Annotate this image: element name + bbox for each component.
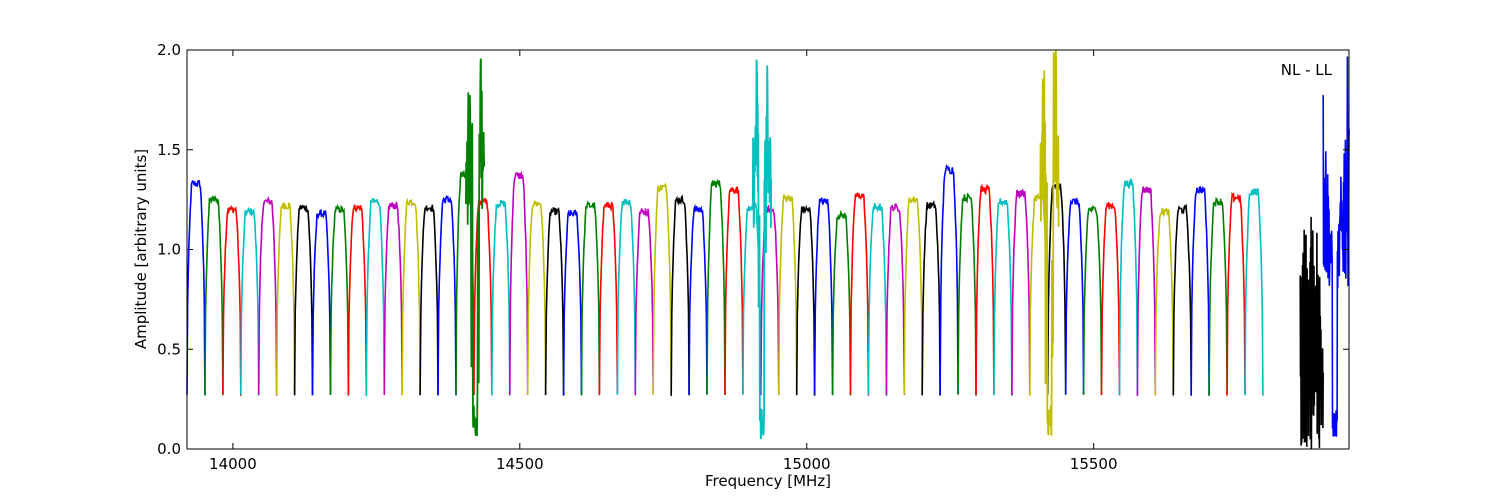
subband-line-19	[509, 170, 529, 395]
y-tick-label: 0.5	[157, 340, 181, 358]
subband-line-1	[186, 179, 206, 396]
subband-line-41	[903, 196, 923, 395]
subband-line-29	[688, 203, 708, 395]
subband-line-15	[437, 194, 457, 396]
subband-line-2	[204, 194, 224, 396]
subband-line-7	[293, 204, 314, 396]
subband-line-22	[562, 209, 583, 396]
subband-line-56	[1172, 203, 1192, 396]
subband-line-31	[724, 186, 744, 396]
subband-line-53	[1118, 177, 1139, 396]
x-tick-label: 14500	[496, 455, 544, 473]
rfi-feature-2	[751, 59, 773, 440]
subband-line-23	[580, 200, 601, 396]
subband-line-9	[329, 203, 350, 396]
subband-line-45	[975, 183, 995, 396]
x-axis: 14000 14500 15000 15500	[209, 50, 1118, 473]
subband-line-60	[1244, 188, 1264, 396]
subband-line-12	[383, 201, 403, 396]
subband-line-52	[1100, 201, 1121, 396]
annotation-label: NL - LL	[1281, 61, 1333, 79]
subband-line-5	[257, 196, 278, 396]
subband-line-3	[222, 204, 242, 396]
y-tick-label: 1.0	[157, 241, 181, 259]
edge-feature-1	[1299, 216, 1324, 449]
subband-line-50	[1064, 197, 1085, 395]
subband-line-43	[939, 164, 959, 396]
subband-line-46	[993, 198, 1013, 396]
x-axis-label: Frequency [MHz]	[705, 472, 831, 490]
subband-line-57	[1190, 185, 1210, 396]
x-tick-label: 15500	[1070, 455, 1118, 473]
subband-line-47	[1011, 187, 1031, 396]
subband-line-39	[867, 201, 888, 396]
subband-line-51	[1082, 204, 1103, 395]
subband-line-35	[795, 204, 816, 396]
y-axis: 0.0 0.5 1.0 1.5 2.0	[157, 41, 1349, 458]
y-tick-label: 1.5	[157, 141, 181, 159]
subband-line-36	[813, 196, 834, 396]
subband-line-24	[598, 201, 619, 396]
subband-line-28	[670, 194, 690, 396]
subband-line-55	[1154, 207, 1175, 396]
subband-line-14	[419, 204, 439, 396]
subband-line-30	[706, 178, 726, 395]
subband-line-59	[1226, 191, 1246, 396]
subband-line-27	[652, 182, 672, 395]
subband-line-38	[849, 192, 870, 396]
subband-line-44	[957, 192, 977, 396]
subband-line-37	[831, 209, 852, 396]
subband-line-11	[365, 197, 386, 396]
rfi-feature-1	[465, 58, 486, 437]
y-tick-label: 0.0	[157, 440, 181, 458]
subband-line-42	[921, 200, 941, 396]
x-tick-label: 14000	[209, 455, 257, 473]
y-axis-label: Amplitude [arbitrary units]	[132, 149, 150, 349]
subband-line-54	[1136, 186, 1157, 396]
series-group	[186, 50, 1350, 449]
subband-line-20	[526, 200, 547, 395]
rfi-feature-3	[1039, 50, 1060, 436]
subband-line-26	[634, 208, 654, 396]
subband-line-10	[347, 204, 368, 396]
subband-line-21	[544, 207, 565, 396]
subband-line-58	[1208, 197, 1228, 396]
subband-line-4	[240, 206, 260, 396]
subband-line-8	[311, 209, 332, 396]
subband-line-6	[275, 201, 296, 396]
edge-feature-2	[1322, 56, 1350, 437]
subband-line-40	[885, 203, 906, 396]
subband-line-13	[401, 197, 421, 396]
y-tick-label: 2.0	[157, 41, 181, 59]
subband-line-25	[616, 198, 637, 396]
subband-line-18	[491, 199, 511, 396]
x-tick-label: 15000	[783, 455, 831, 473]
subband-line-34	[778, 194, 798, 396]
